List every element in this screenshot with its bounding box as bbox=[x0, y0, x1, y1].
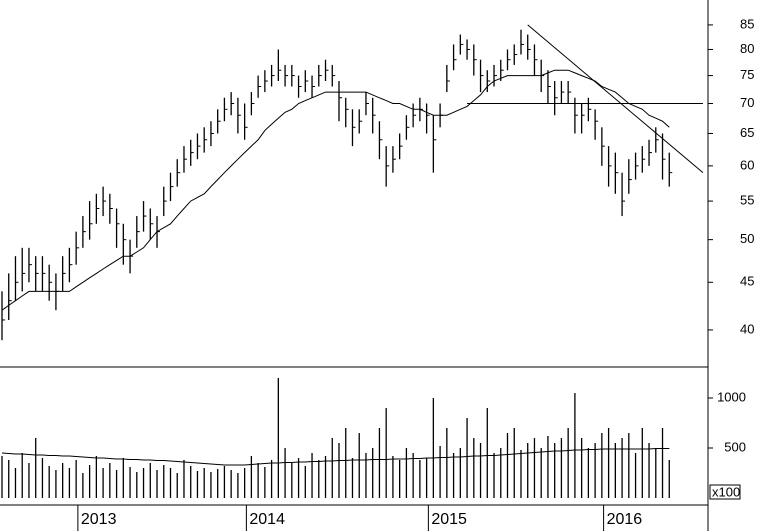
x-tick-label: 2016 bbox=[607, 511, 643, 528]
y-tick-label: 60 bbox=[740, 157, 754, 172]
x-tick-label: 2015 bbox=[431, 511, 467, 528]
y-tick-label: 40 bbox=[740, 321, 754, 336]
volume-average bbox=[1, 448, 670, 466]
trendline bbox=[527, 24, 704, 174]
unit-label: x100 bbox=[712, 484, 740, 499]
y-tick-label: 85 bbox=[740, 16, 754, 31]
y-tick-label: 75 bbox=[740, 67, 754, 82]
y-tick-label: 55 bbox=[740, 193, 754, 208]
y-tick-label: 1000 bbox=[717, 389, 746, 404]
moving-average bbox=[1, 69, 670, 311]
unit-box bbox=[709, 484, 741, 500]
x-tick-label: 2014 bbox=[249, 511, 285, 528]
y-tick-label: 80 bbox=[740, 41, 754, 56]
y-tick-label: 500 bbox=[724, 439, 746, 454]
y-tick-label: 50 bbox=[740, 231, 754, 246]
y-tick-label: 45 bbox=[740, 274, 754, 289]
x-tick-label: 2013 bbox=[81, 511, 117, 528]
y-tick-label: 65 bbox=[740, 125, 754, 140]
y-tick-label: 70 bbox=[740, 95, 754, 110]
